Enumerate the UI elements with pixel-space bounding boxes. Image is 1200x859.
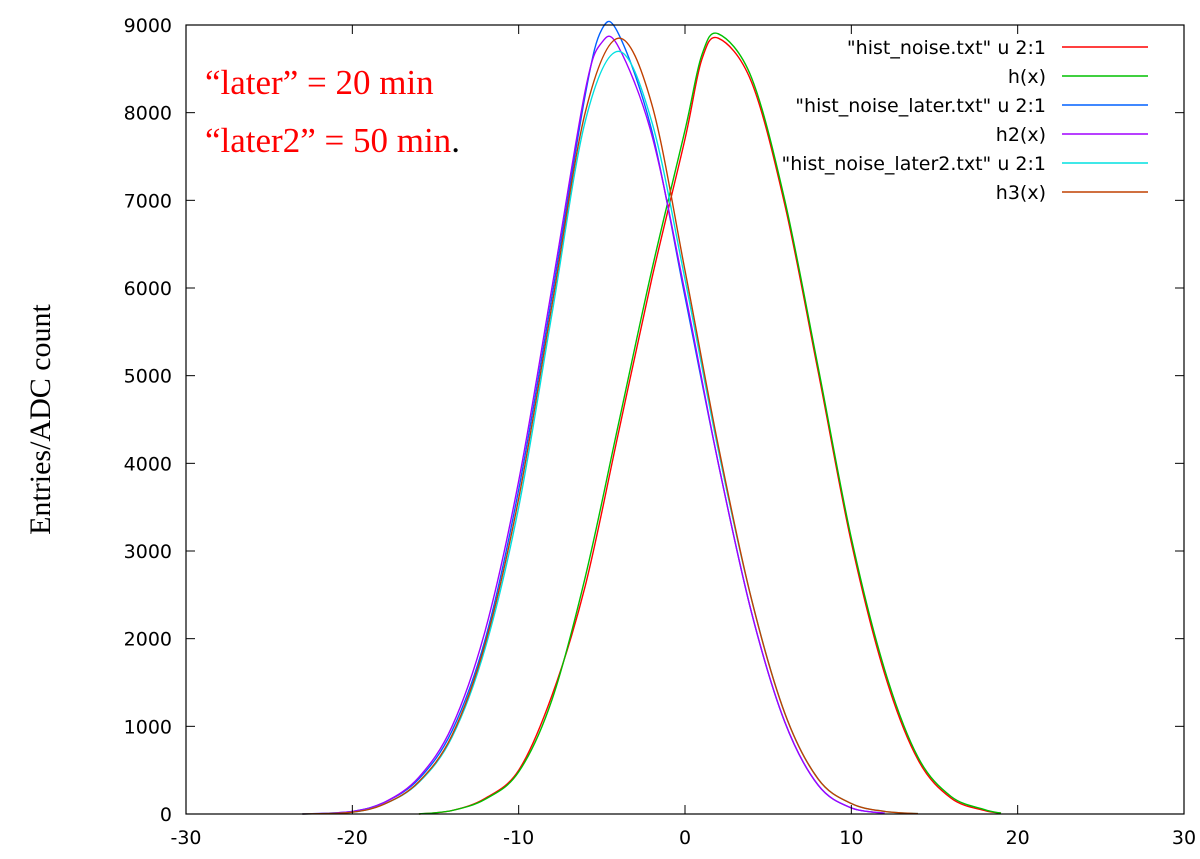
x-tick-label: 10	[839, 827, 863, 849]
series-line-3	[302, 35, 885, 815]
y-tick-label: 1000	[124, 716, 172, 738]
y-tick-label: 2000	[124, 629, 172, 651]
x-tick-label: 0	[679, 827, 691, 849]
series-line-1	[418, 32, 1002, 815]
y-tick-label: 6000	[124, 278, 172, 300]
legend-label: "hist_noise.txt" u 2:1	[847, 37, 1046, 59]
y-tick-label: 5000	[124, 366, 172, 388]
annotation-later2: “later2” = 50 min.	[205, 121, 460, 160]
y-tick-label: 8000	[124, 103, 172, 125]
annotation-later: “later” = 20 min	[205, 63, 434, 102]
series-layer	[302, 20, 1002, 815]
x-tick-label: -20	[337, 827, 368, 849]
y-axis-label: Entries/ADC count	[24, 303, 57, 534]
legend-label: h2(x)	[996, 124, 1046, 146]
x-tick-label: -10	[503, 827, 534, 849]
ticks-layer: -30 -20 -10 0 10 20 30 0 1000 2000 3000 4000 5000 600…	[124, 15, 1196, 849]
legend: "hist_noise.txt" u 2:1 h(x) "hist_noise_la…	[781, 37, 1148, 204]
legend-label: "hist_noise_later.txt" u 2:1	[795, 95, 1046, 117]
series-line-0	[418, 36, 1002, 815]
y-tick-label: 3000	[124, 541, 172, 563]
legend-label: h3(x)	[996, 182, 1046, 204]
x-tick-label: 30	[1172, 827, 1196, 849]
legend-label: h(x)	[1008, 66, 1046, 88]
y-tick-label: 7000	[124, 190, 172, 212]
series-line-5	[302, 37, 918, 815]
y-tick-label: 0	[160, 804, 172, 826]
y-tick-label: 9000	[124, 15, 172, 37]
x-tick-label: -30	[170, 827, 201, 849]
x-tick-label: 20	[1006, 827, 1030, 849]
y-tick-label: 4000	[124, 453, 172, 475]
legend-label: "hist_noise_later2.txt" u 2:1	[781, 153, 1046, 175]
